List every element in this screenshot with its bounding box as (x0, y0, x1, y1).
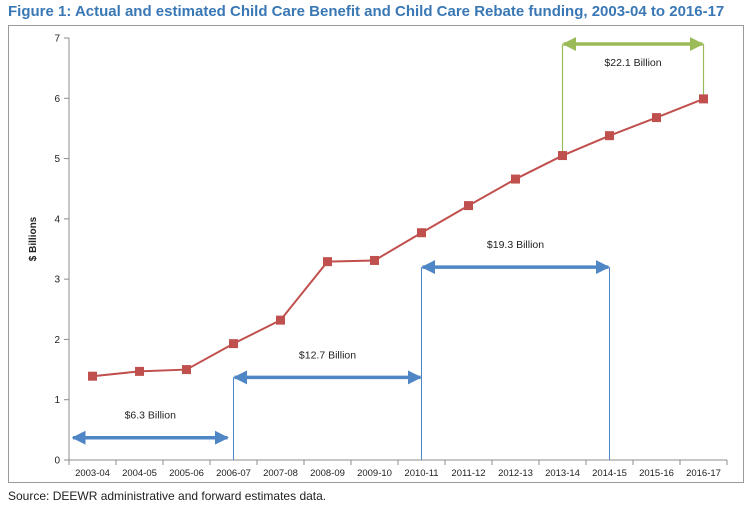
data-point (652, 113, 661, 123)
y-tick-label: 1 (54, 395, 60, 406)
data-point (370, 255, 379, 265)
x-tick-label: 2013-14 (545, 468, 580, 479)
y-tick-label: 0 (54, 456, 60, 467)
x-tick-label: 2015-16 (639, 468, 674, 479)
data-point (323, 257, 332, 267)
y-tick-label: 4 (54, 214, 60, 225)
x-tick-label: 2011-12 (451, 468, 485, 479)
data-point (182, 365, 191, 375)
y-tick-label: 6 (54, 94, 60, 105)
y-tick-label: 7 (54, 34, 60, 45)
y-axis-title: $ Billions (28, 216, 39, 261)
source-note: Source: DEEWR administrative and forward… (8, 489, 327, 503)
data-point (135, 366, 144, 376)
data-point (229, 339, 238, 349)
line-chart: 0 1 2 3 4 5 6 7 2003-04 2004-05 2005-06 2006-07 2007… (28, 34, 728, 479)
annotation-label: $19.3 Billion (487, 239, 544, 251)
data-point (417, 228, 426, 238)
data-point (511, 174, 520, 184)
data-point (558, 151, 567, 161)
x-tick-label: 2003-04 (75, 468, 110, 479)
x-tick-label: 2010-11 (404, 468, 438, 479)
axes: 0 1 2 3 4 5 6 7 2003-04 2004-05 2005-06 2006-07 2007… (28, 34, 728, 479)
x-tick-label: 2008-09 (310, 468, 345, 479)
annotation-label: $12.7 Billion (299, 349, 356, 361)
data-point (605, 131, 614, 141)
x-tick-label: 2016-17 (686, 468, 721, 479)
data-point (464, 201, 473, 211)
x-tick-label: 2006-07 (216, 468, 251, 479)
x-tick-label: 2012-13 (498, 468, 533, 479)
annotation-guides (233, 44, 705, 460)
annotation-arrows: $6.3 Billion $12.7 Billion $19.3 Billion $2… (71, 37, 704, 445)
data-point (88, 371, 97, 381)
x-tick-label: 2005-06 (169, 468, 204, 479)
annotation-label: $22.1 Billion (604, 57, 661, 69)
x-tick-label: 2014-15 (592, 468, 627, 479)
x-tick-label: 2004-05 (122, 468, 157, 479)
data-point (699, 94, 708, 104)
y-tick-label: 5 (54, 154, 60, 165)
y-tick-label: 2 (54, 335, 60, 346)
figure-title: Figure 1: Actual and estimated Child Car… (8, 3, 725, 20)
chart-frame: 0 1 2 3 4 5 6 7 2003-04 2004-05 2005-06 2006-07 2007… (8, 25, 744, 483)
data-point (276, 315, 285, 325)
x-tick-label: 2007-08 (263, 468, 298, 479)
series-layer (88, 94, 708, 381)
x-tick-label: 2009-10 (357, 468, 392, 479)
annotation-label: $6.3 Billion (125, 410, 177, 422)
y-tick-label: 3 (54, 275, 60, 286)
series-line (92, 97, 704, 378)
